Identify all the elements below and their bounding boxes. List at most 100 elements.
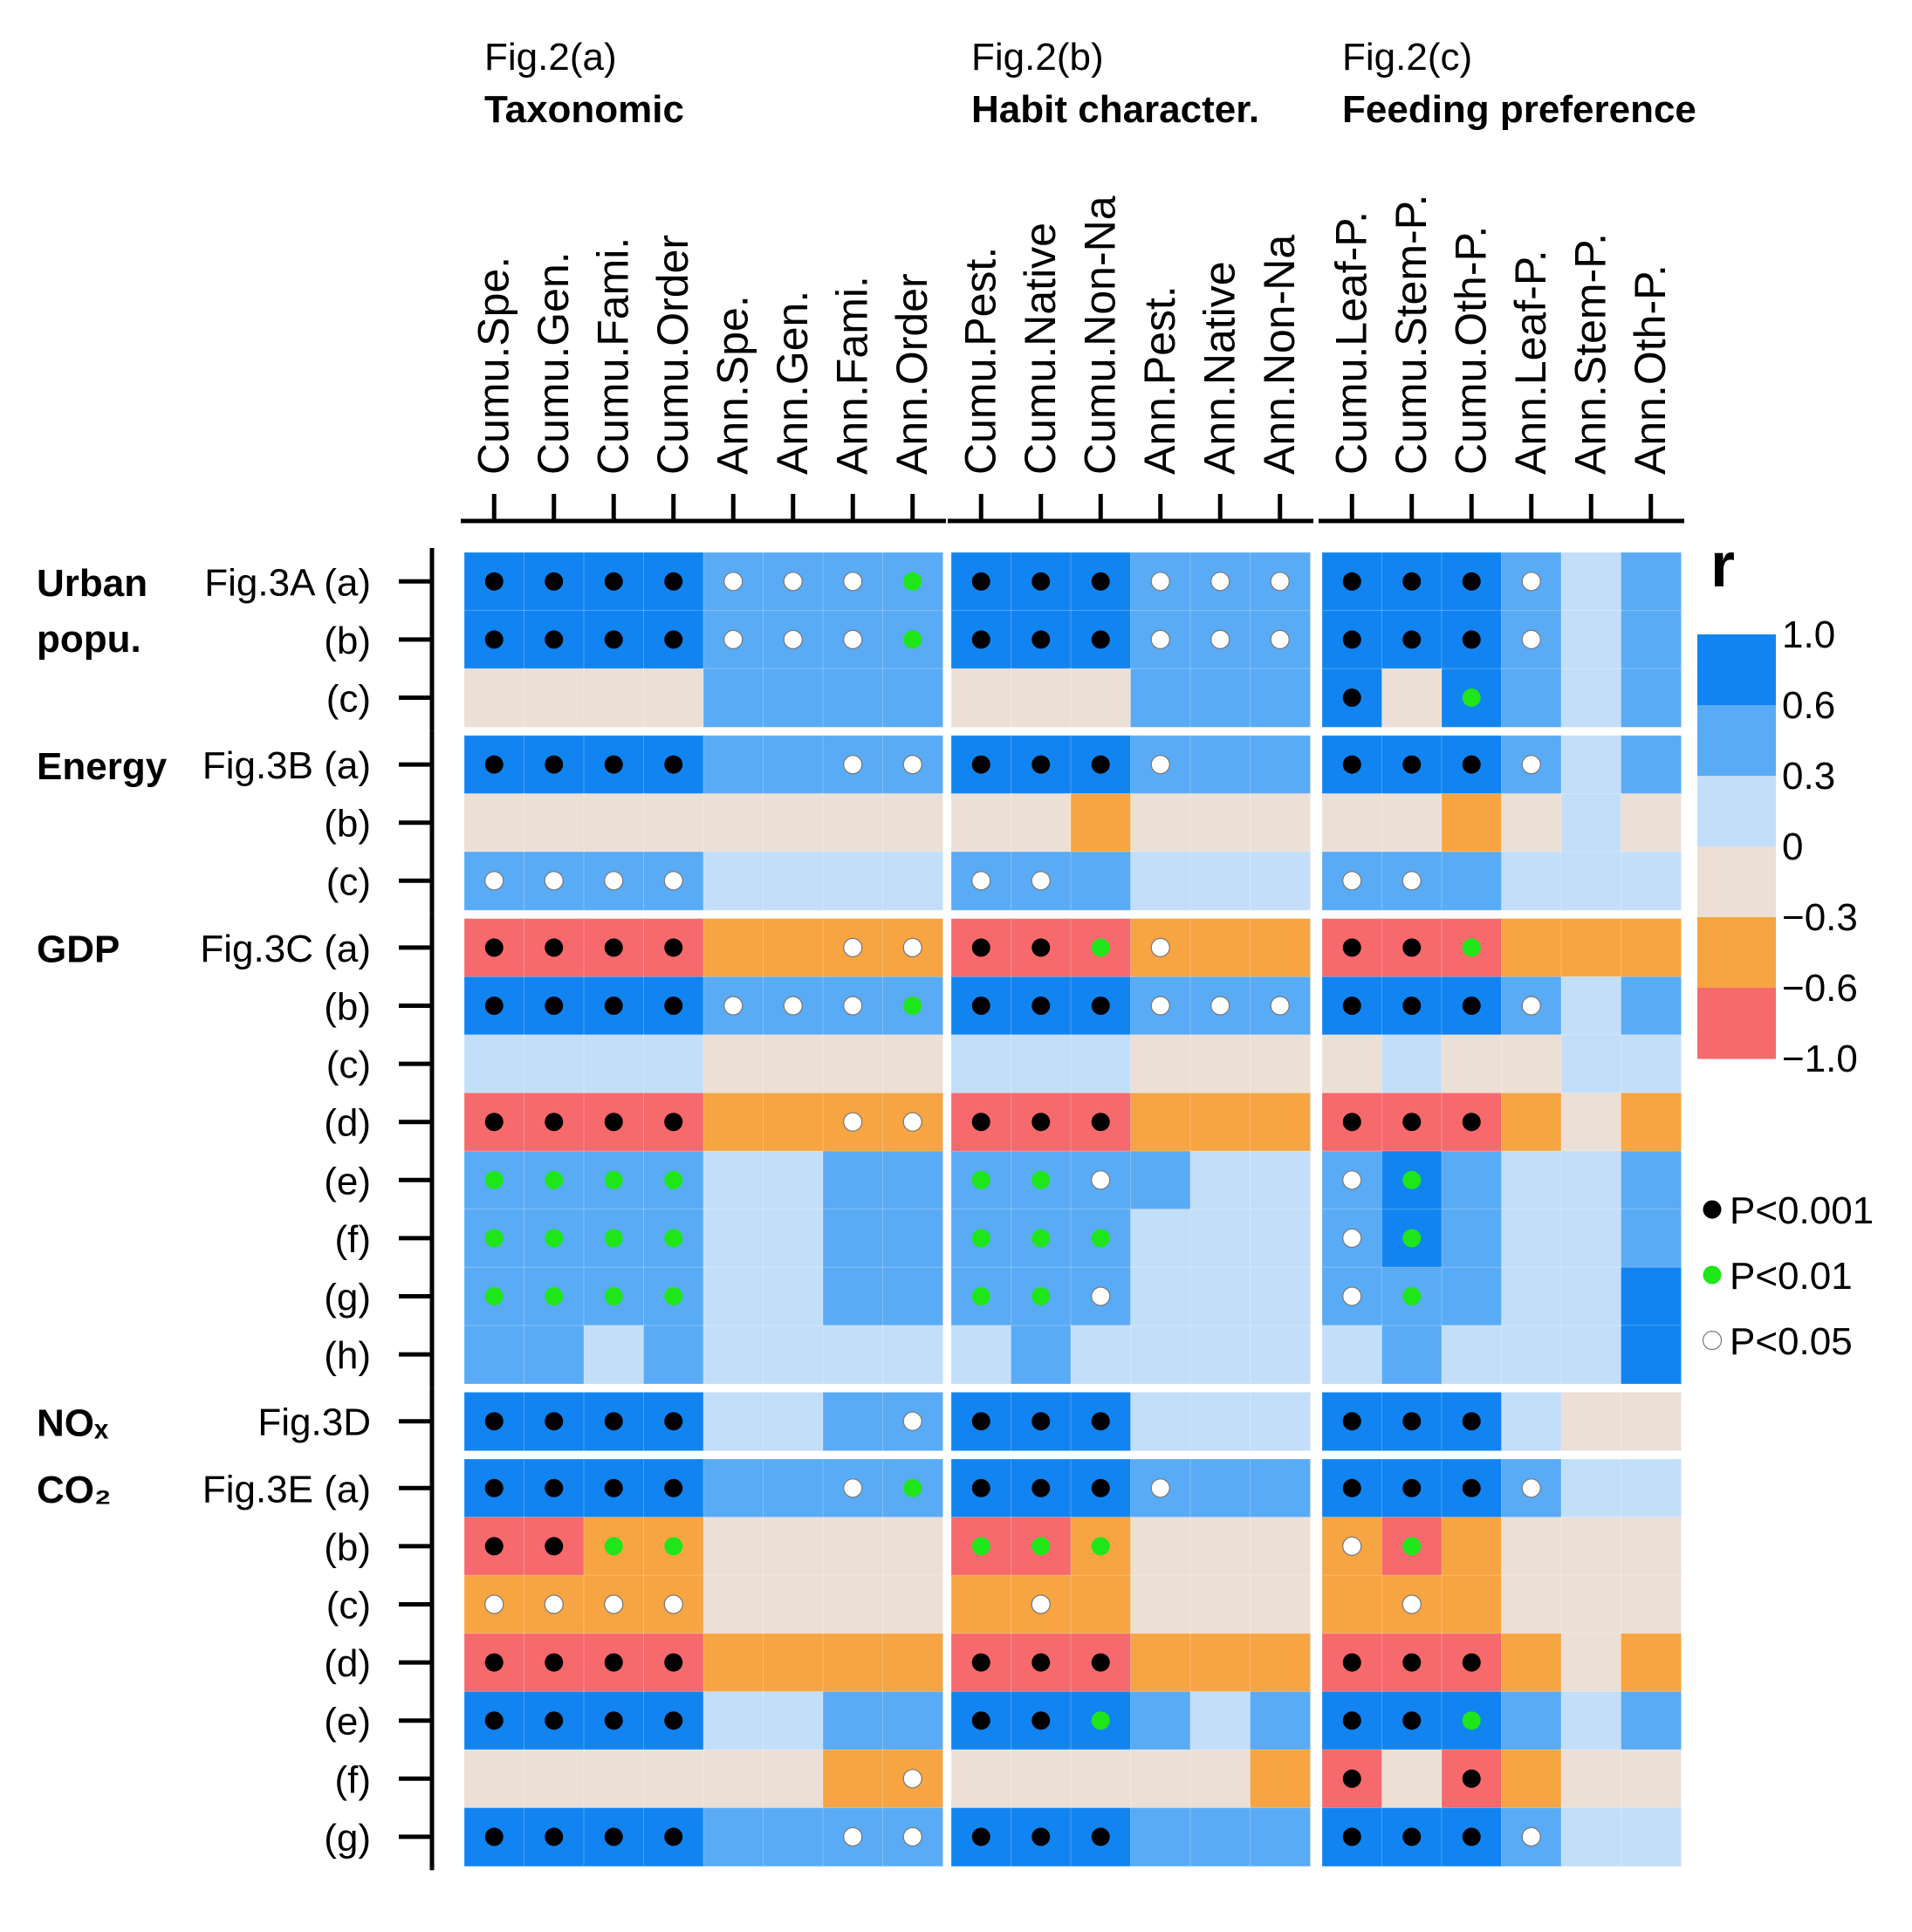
significance-dot	[1342, 1711, 1361, 1730]
heatmap-cell	[1441, 1517, 1503, 1577]
heatmap-cell	[1011, 1034, 1073, 1094]
heatmap-cell	[1011, 792, 1073, 853]
significance-dot	[1031, 572, 1051, 591]
heatmap-cell	[1621, 1391, 1682, 1452]
significance-dot	[971, 1113, 990, 1132]
heatmap-cell	[1011, 668, 1073, 728]
significance-dot	[545, 630, 564, 649]
significance-dot	[663, 1594, 683, 1614]
heatmap-cell	[1189, 1325, 1251, 1385]
heatmap-cell	[1189, 851, 1251, 911]
heatmap-cell	[1189, 1092, 1251, 1153]
significance-dot	[545, 1711, 564, 1730]
significance-dot	[1342, 1769, 1361, 1788]
heatmap-cell	[1441, 1266, 1503, 1326]
heatmap-cell	[1501, 1633, 1563, 1693]
heatmap-cell	[1560, 1574, 1622, 1634]
heatmap-cell	[822, 851, 884, 911]
row-label: (c)	[326, 860, 371, 903]
significance-dot	[1462, 630, 1481, 649]
significance-dot	[1031, 1478, 1051, 1497]
heatmap-cell	[882, 1633, 944, 1693]
heatmap-cell	[1250, 1690, 1312, 1751]
heatmap-cell	[1130, 1092, 1192, 1153]
heatmap-cell	[702, 851, 764, 911]
heatmap-cell	[1130, 1749, 1192, 1809]
heatmap-cell	[463, 792, 525, 853]
heatmap-cell	[822, 668, 884, 728]
significance-dot	[1342, 1170, 1362, 1190]
significance-dot	[545, 1478, 564, 1497]
heatmap-cell	[1189, 918, 1251, 978]
column-label: Cumu.Non-Na	[1075, 195, 1124, 475]
row-label: Fig.3B (a)	[202, 744, 371, 787]
significance-dot	[1091, 1478, 1110, 1497]
heatmap-cells	[463, 552, 1682, 1867]
significance-dot	[664, 1537, 683, 1556]
heatmap-cell	[1501, 1034, 1563, 1094]
row-label: Fig.3A (a)	[204, 561, 371, 604]
heatmap-cell	[1560, 1092, 1622, 1153]
heatmap-cell	[1501, 1150, 1563, 1210]
significance-dot	[1342, 1536, 1362, 1557]
heatmap-cell	[763, 1633, 825, 1693]
significance-dot	[1091, 1286, 1111, 1306]
heatmap-cell	[1621, 1092, 1682, 1153]
legend-title: r	[1710, 531, 1735, 600]
heatmap-cell	[1250, 851, 1312, 911]
significance-dot	[1091, 938, 1110, 957]
significance-dot	[1342, 572, 1361, 591]
heatmap-cell	[1250, 1325, 1312, 1385]
significance-dot	[1402, 755, 1422, 774]
column-label: Cumu.Gen.	[529, 251, 578, 475]
heatmap-cell	[763, 792, 825, 853]
significance-dot	[1342, 997, 1361, 1015]
significance-dot	[484, 1170, 504, 1189]
significance-dot	[545, 938, 564, 957]
significance-dot	[544, 871, 564, 891]
heatmap-cell	[1621, 1807, 1682, 1867]
heatmap-cell	[1441, 1150, 1503, 1210]
row-group-name: Urban	[37, 562, 147, 605]
heatmap-cell	[1321, 1034, 1383, 1094]
significance-dot	[783, 572, 803, 592]
significance-dot	[1031, 997, 1051, 1015]
column-group-title: Feeding preference	[1342, 88, 1696, 131]
significance-dot	[604, 997, 623, 1015]
heatmap-cell	[702, 1690, 764, 1751]
heatmap-cell	[822, 1034, 884, 1094]
heatmap-cell	[1560, 1807, 1622, 1867]
significance-dot	[843, 572, 863, 592]
heatmap-cell	[1560, 1458, 1622, 1518]
legend-tick-label: 1.0	[1782, 613, 1835, 656]
heatmap-cell	[1250, 1391, 1312, 1452]
row-label: (h)	[324, 1334, 371, 1377]
significance-dot	[1402, 997, 1422, 1015]
row-label: (f)	[334, 1758, 371, 1801]
heatmap-cell	[643, 1325, 705, 1385]
significance-dot	[971, 1478, 990, 1497]
heatmap-cell	[702, 1209, 764, 1269]
significance-dot	[971, 572, 990, 591]
significance-dot	[1210, 629, 1230, 650]
significance-dot	[1342, 1286, 1362, 1306]
column-group-fig-label: Fig.2(c)	[1342, 36, 1472, 79]
heatmap-cell	[1070, 1574, 1132, 1634]
heatmap-cell	[1560, 1391, 1622, 1452]
significance-dots	[484, 572, 1541, 1846]
heatmap-cell	[1621, 918, 1682, 978]
significance-dot	[604, 871, 624, 891]
significance-dot	[1342, 755, 1361, 774]
significance-dot	[1402, 1229, 1422, 1248]
heatmap-cell	[763, 668, 825, 728]
significance-dot	[1402, 630, 1422, 649]
heatmap-cell	[763, 1458, 825, 1518]
column-label: Ann.Non-Na	[1255, 235, 1304, 475]
heatmap-cell	[763, 851, 825, 911]
significance-dot	[902, 1769, 922, 1789]
heatmap-cell	[1130, 1391, 1192, 1452]
heatmap-cell	[882, 1690, 944, 1751]
heatmap-cell	[1130, 792, 1192, 853]
significance-dot	[903, 572, 922, 591]
heatmap-cell	[1189, 1266, 1251, 1326]
